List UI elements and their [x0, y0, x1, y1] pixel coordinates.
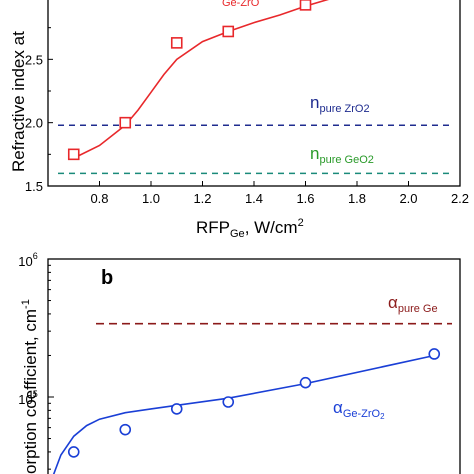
- panel-b-data-point: [222, 396, 235, 408]
- panel-a-series-label-partial: Ge-ZrO: [222, 0, 260, 9]
- panel-b-data-point: [67, 446, 80, 458]
- panel-a-zro2-label: npure ZrO2: [310, 93, 370, 115]
- panel-a-x-tick-label: 1.8: [348, 191, 366, 206]
- panel-a-data-points: [67, 0, 312, 161]
- panel-a-data-point: [67, 148, 80, 161]
- panel-b-fit-curve: [52, 354, 435, 474]
- panel-a-x-tick-label: 2.0: [399, 191, 417, 206]
- panel-a-data-point: [222, 25, 235, 38]
- panel-a-y-tick-label: 2.0: [25, 116, 43, 131]
- panel-a-data-point: [119, 116, 132, 129]
- panel-b-data-point: [170, 403, 183, 415]
- panel-a-geo2-label: npure GeO2: [310, 144, 374, 166]
- panel-b-pure-ge-label: αpure Ge: [388, 293, 438, 315]
- panel-a-x-tick-label: 2.2: [451, 191, 469, 206]
- panel-b-y-tick-label: 106: [18, 251, 37, 269]
- panel-b: 106 105 b αpure Ge αGe-ZrO2 orption coeff…: [18, 251, 461, 474]
- panel-a-x-tick-label: 1.2: [193, 191, 211, 206]
- panel-a-y-axis-label: Refractive index at: [9, 31, 28, 172]
- panel-a-x-tick-label: 1.6: [296, 191, 314, 206]
- panel-b-data-points: [67, 348, 441, 458]
- panel-b-y-ticks: 106 105: [18, 251, 54, 470]
- panel-a-x-tick-label: 1.4: [245, 191, 263, 206]
- panel-b-frame: [47, 258, 461, 474]
- panel-a-data-point: [170, 37, 183, 49]
- panel-a-data-point: [299, 0, 312, 11]
- panel-a-y-tick-label: 2.5: [25, 52, 43, 67]
- panel-a-x-ticks: 0.8 1.0 1.2 1.4 1.6 1.8 2.0 2.2: [90, 181, 469, 206]
- panel-b-data-point: [428, 348, 441, 360]
- panel-a-x-tick-label: 0.8: [90, 191, 108, 206]
- panel-a-y-ticks: 1.5 2.0 2.5: [25, 27, 53, 194]
- panel-b-label: b: [101, 267, 113, 289]
- panel-a-fit-curve: [73, 0, 330, 159]
- panel-a-frame: [47, 0, 461, 187]
- panel-b-y-tick-label: 105: [18, 389, 37, 407]
- panel-a: 0.8 1.0 1.2 1.4 1.6 1.8 2.0 2.2 1.5 2.0 2.5 Ge-Zr…: [9, 0, 469, 240]
- panel-b-data-point: [119, 423, 132, 436]
- panel-b-y-axis-label: orption coefficient, cm-1: [20, 299, 40, 474]
- panel-b-data-point: [299, 376, 312, 389]
- panel-a-y-tick-label: 1.5: [25, 179, 43, 194]
- panel-b-series-label: αGe-ZrO2: [333, 398, 385, 421]
- panel-a-x-tick-label: 1.0: [142, 191, 160, 206]
- panel-a-x-axis-label: RFPGe, W/cm2: [196, 217, 304, 240]
